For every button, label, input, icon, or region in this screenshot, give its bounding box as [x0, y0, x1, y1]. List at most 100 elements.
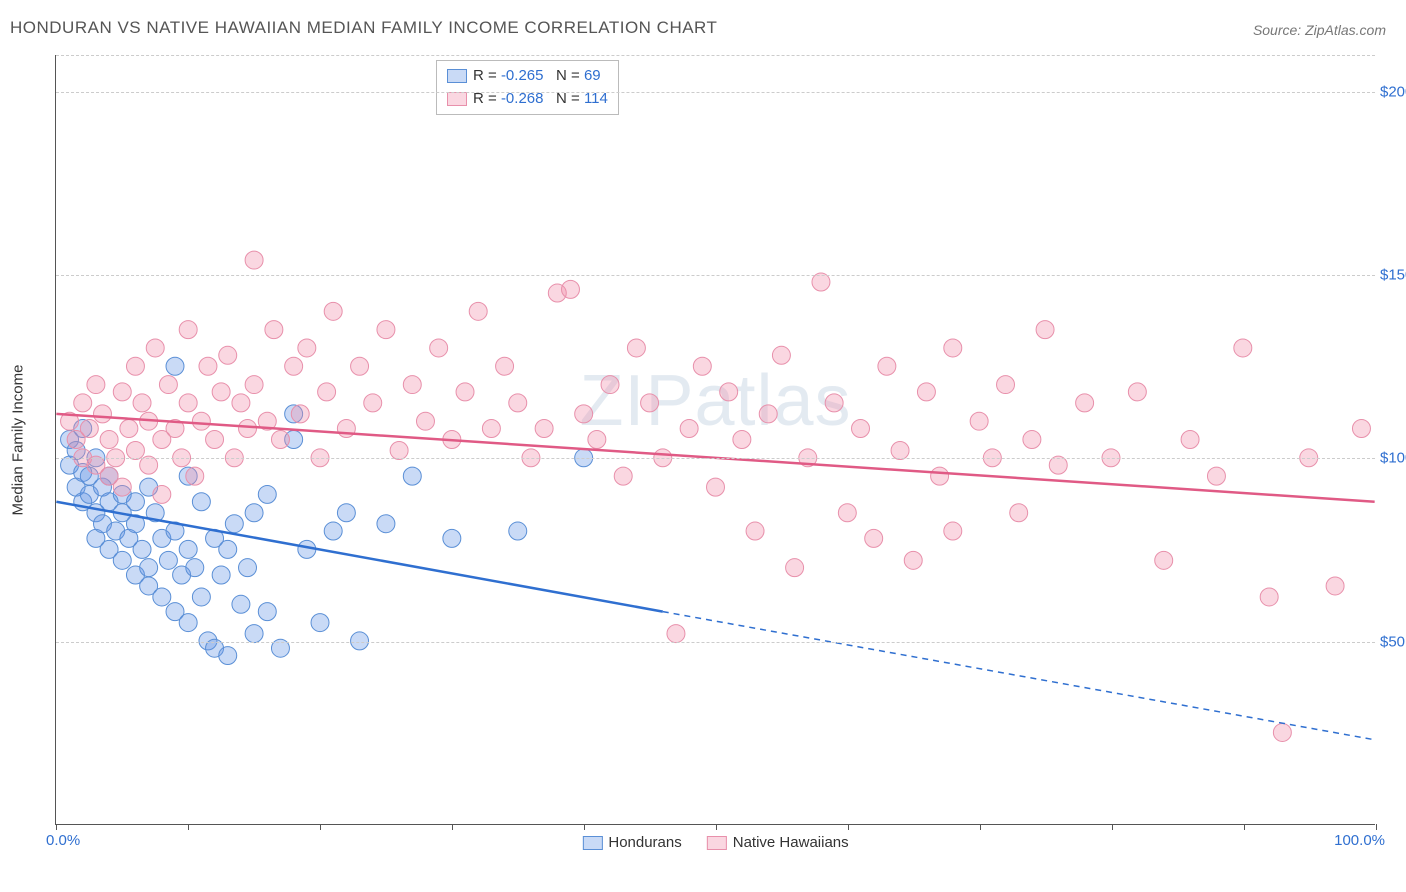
y-tick-label: $100,000	[1380, 450, 1406, 467]
scatter-point	[403, 467, 421, 485]
gridline	[56, 275, 1375, 276]
scatter-point	[232, 595, 250, 613]
scatter-point	[931, 467, 949, 485]
scatter-point	[496, 357, 514, 375]
y-tick-label: $200,000	[1380, 83, 1406, 100]
x-tick	[1244, 824, 1245, 830]
scatter-point	[245, 504, 263, 522]
scatter-point	[351, 357, 369, 375]
x-tick	[848, 824, 849, 830]
scatter-point	[786, 559, 804, 577]
scatter-point	[133, 394, 151, 412]
scatter-point	[720, 383, 738, 401]
y-axis-label: Median Family Income	[10, 364, 27, 515]
scatter-point	[126, 357, 144, 375]
scatter-point	[206, 431, 224, 449]
scatter-point	[324, 302, 342, 320]
plot-area: ZIPatlas Median Family Income R = -0.265…	[55, 55, 1375, 825]
scatter-point	[298, 339, 316, 357]
scatter-point	[693, 357, 711, 375]
scatter-point	[311, 614, 329, 632]
scatter-point	[324, 522, 342, 540]
scatter-point	[146, 339, 164, 357]
scatter-point	[944, 339, 962, 357]
series-legend: HonduransNative Hawaiians	[582, 834, 848, 851]
chart-title: HONDURAN VS NATIVE HAWAIIAN MEDIAN FAMIL…	[10, 18, 717, 38]
scatter-point	[601, 376, 619, 394]
scatter-point	[403, 376, 421, 394]
x-tick	[452, 824, 453, 830]
scatter-point	[219, 540, 237, 558]
scatter-point	[970, 412, 988, 430]
scatter-point	[1234, 339, 1252, 357]
scatter-point	[100, 431, 118, 449]
scatter-point	[212, 383, 230, 401]
scatter-point	[126, 441, 144, 459]
scatter-point	[838, 504, 856, 522]
scatter-point	[166, 357, 184, 375]
scatter-point	[1260, 588, 1278, 606]
x-tick	[1376, 824, 1377, 830]
scatter-point	[456, 383, 474, 401]
scatter-point	[192, 412, 210, 430]
scatter-point	[1023, 431, 1041, 449]
scatter-point	[944, 522, 962, 540]
x-tick	[980, 824, 981, 830]
scatter-point	[865, 529, 883, 547]
scatter-point	[153, 485, 171, 503]
scatter-point	[212, 566, 230, 584]
legend-swatch	[447, 69, 467, 83]
scatter-point	[80, 420, 98, 438]
scatter-point	[219, 647, 237, 665]
gridline	[56, 458, 1375, 459]
scatter-point	[1128, 383, 1146, 401]
scatter-point	[153, 588, 171, 606]
scatter-point	[904, 551, 922, 569]
legend-swatch	[447, 92, 467, 106]
scatter-point	[245, 376, 263, 394]
gridline	[56, 55, 1375, 56]
scatter-point	[1273, 723, 1291, 741]
scatter-point	[291, 405, 309, 423]
scatter-point	[377, 515, 395, 533]
scatter-point	[113, 478, 131, 496]
scatter-point	[239, 559, 257, 577]
x-tick	[320, 824, 321, 830]
scatter-point	[192, 493, 210, 511]
scatter-point	[562, 280, 580, 298]
scatter-point	[917, 383, 935, 401]
scatter-point	[707, 478, 725, 496]
scatter-point	[120, 420, 138, 438]
scatter-point	[509, 394, 527, 412]
scatter-point	[219, 346, 237, 364]
x-tick	[584, 824, 585, 830]
x-tick	[716, 824, 717, 830]
scatter-point	[87, 376, 105, 394]
regression-line-extension	[663, 612, 1375, 740]
scatter-point	[179, 321, 197, 339]
scatter-point	[245, 625, 263, 643]
scatter-point	[430, 339, 448, 357]
scatter-point	[443, 529, 461, 547]
gridline	[56, 642, 1375, 643]
scatter-point	[733, 431, 751, 449]
series-name: Native Hawaiians	[733, 834, 849, 851]
scatter-point	[772, 346, 790, 364]
scatter-point	[285, 357, 303, 375]
y-tick-label: $150,000	[1380, 267, 1406, 284]
scatter-point	[133, 540, 151, 558]
scatter-point	[318, 383, 336, 401]
scatter-point	[192, 588, 210, 606]
scatter-point	[1155, 551, 1173, 569]
scatter-point	[186, 559, 204, 577]
scatter-point	[997, 376, 1015, 394]
legend-row: R = -0.265 N = 69	[447, 65, 608, 88]
scatter-point	[113, 383, 131, 401]
scatter-point	[1036, 321, 1054, 339]
scatter-point	[225, 515, 243, 533]
scatter-point	[852, 420, 870, 438]
scatter-point	[1207, 467, 1225, 485]
scatter-point	[239, 420, 257, 438]
scatter-point	[878, 357, 896, 375]
x-tick	[56, 824, 57, 830]
